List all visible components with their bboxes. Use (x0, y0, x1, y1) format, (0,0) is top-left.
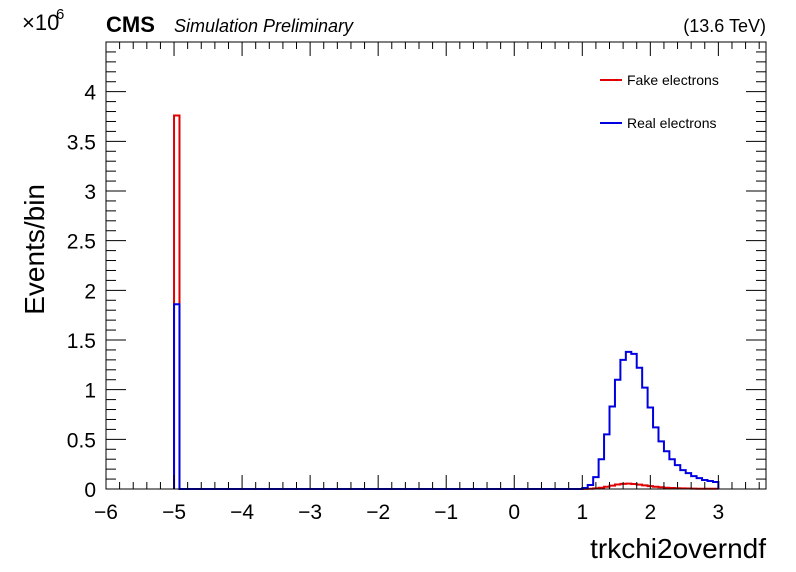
y-axis-label: Events/bin (19, 184, 50, 315)
text-layer: CMS Simulation Preliminary (13.6 TeV) ×1… (19, 6, 766, 564)
y-tick-label: 0.5 (67, 429, 96, 452)
axes-layer (105, 41, 767, 490)
y-tick-label: 3 (84, 181, 96, 204)
x-tick-label: −6 (94, 501, 118, 524)
series-fake-electrons (173, 114, 720, 490)
x-tick-label: −2 (366, 501, 390, 524)
x-tick-label: 1 (576, 501, 588, 524)
y-tick-label: 2 (84, 280, 96, 303)
legend-label-fake-electrons: Fake electrons (627, 72, 719, 88)
y-tick-label: 3.5 (67, 131, 96, 154)
y-multiplier: ×10 (22, 10, 59, 35)
energy-label: (13.6 TeV) (683, 16, 766, 36)
y-tick-label: 2.5 (67, 231, 96, 254)
legend-label-real-electrons: Real electrons (627, 115, 717, 131)
series-real-electrons (173, 303, 720, 490)
x-tick-label: −1 (434, 501, 458, 524)
y-tick-label: 0 (84, 479, 96, 502)
x-tick-label: −5 (162, 501, 186, 524)
y-tick-label: 1.5 (67, 330, 96, 353)
x-axis-label: trkchi2overndf (590, 533, 766, 564)
x-tick-label: 0 (508, 501, 520, 524)
x-tick-label: −3 (298, 501, 322, 524)
x-tick-label: 3 (713, 501, 725, 524)
data-layer (173, 114, 720, 490)
cms-label: CMS (106, 12, 155, 37)
y-tick-label: 1 (84, 380, 96, 403)
x-tick-label: −4 (230, 501, 254, 524)
plot-frame (105, 41, 767, 490)
simulation-preliminary-label: Simulation Preliminary (174, 16, 354, 36)
x-tick-label: 2 (644, 501, 656, 524)
y-tick-label: 4 (84, 82, 96, 105)
y-multiplier-exponent: 6 (56, 6, 64, 23)
